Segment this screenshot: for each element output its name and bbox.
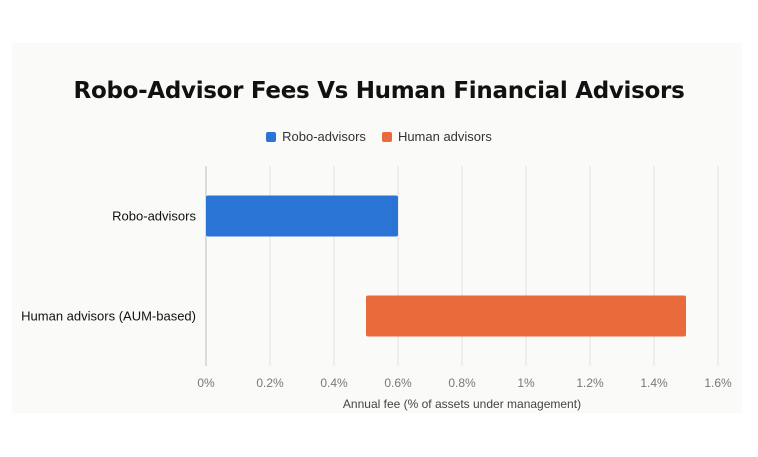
legend-swatch-robo <box>266 131 277 142</box>
x-tick-label: 1.6% <box>704 376 732 390</box>
chart-legend: Robo-advisors Human advisors <box>0 129 758 144</box>
category-label: Robo-advisors <box>112 209 196 224</box>
x-tick-labels: 0% 0.2% 0.4% 0.6% 0.8% 1% 1.2% 1.4% 1.6% <box>197 376 732 390</box>
category-labels: Robo-advisors Human advisors (AUM-based) <box>21 209 196 324</box>
x-tick-label: 0% <box>197 376 215 390</box>
category-label: Human advisors (AUM-based) <box>21 309 196 324</box>
legend-item-human: Human advisors <box>381 129 492 144</box>
x-tick-label: 0.8% <box>448 376 476 390</box>
x-axis-title: Annual fee (% of assets under management… <box>343 397 581 411</box>
x-tick-label: 0.2% <box>256 376 284 390</box>
legend-swatch-human <box>381 131 392 142</box>
bar <box>366 295 686 337</box>
x-tick-label: 1% <box>517 376 535 390</box>
legend-item-robo: Robo-advisors <box>266 129 366 144</box>
x-tick-label: 1.2% <box>576 376 604 390</box>
x-tick-label: 0.6% <box>384 376 412 390</box>
x-tick-label: 1.4% <box>640 376 668 390</box>
legend-label-human: Human advisors <box>397 129 492 144</box>
chart-title: Robo-Advisor Fees Vs Human Financial Adv… <box>73 78 685 104</box>
bar <box>206 195 398 237</box>
x-tick-label: 0.4% <box>320 376 348 390</box>
bars <box>206 195 686 337</box>
legend-label-robo: Robo-advisors <box>282 129 366 144</box>
